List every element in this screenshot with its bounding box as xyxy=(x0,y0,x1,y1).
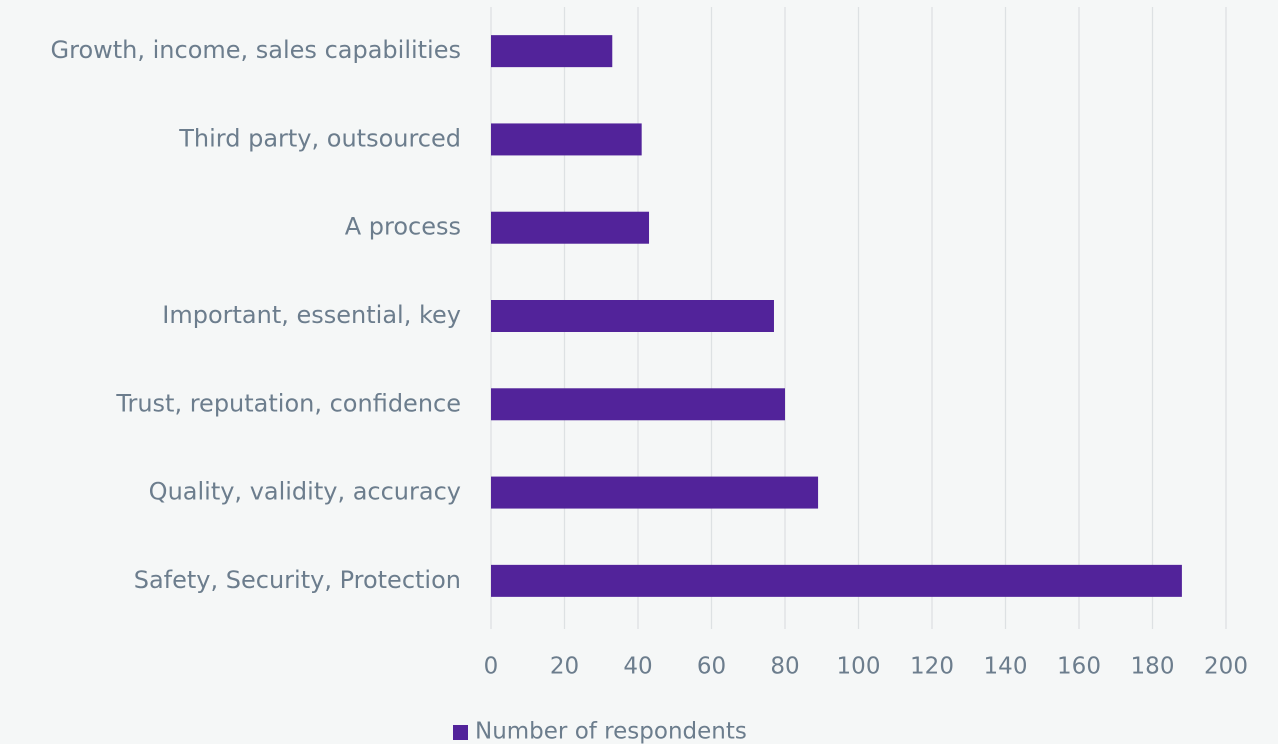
bar xyxy=(491,388,785,421)
bar xyxy=(491,476,819,509)
y-tick-label: Growth, income, sales capabilities xyxy=(51,36,462,64)
legend-label: Number of respondents xyxy=(475,719,747,744)
x-tick-label: 180 xyxy=(1131,654,1175,680)
y-tick-label: Third party, outsourced xyxy=(178,124,461,152)
x-tick-label: 0 xyxy=(484,654,499,680)
x-tick-label: 140 xyxy=(984,654,1028,680)
x-tick-label: 80 xyxy=(770,654,799,680)
bar xyxy=(491,211,650,244)
legend-swatch xyxy=(453,725,468,740)
bar xyxy=(491,35,613,68)
bar xyxy=(491,123,642,156)
x-tick-label: 40 xyxy=(623,654,652,680)
x-tick-label: 160 xyxy=(1057,654,1101,680)
x-tick-label: 200 xyxy=(1204,654,1248,680)
x-tick-label: 100 xyxy=(837,654,881,680)
bar xyxy=(491,564,1182,597)
x-tick-label: 20 xyxy=(550,654,579,680)
y-tick-label: Important, essential, key xyxy=(162,301,461,329)
y-tick-label: A process xyxy=(345,213,461,241)
bar xyxy=(491,300,774,332)
y-tick-label: Safety, Security, Protection xyxy=(134,566,461,594)
y-tick-label: Trust, reputation, confidence xyxy=(115,389,461,417)
y-tick-label: Quality, validity, accuracy xyxy=(149,478,461,506)
x-tick-label: 60 xyxy=(697,654,726,680)
x-tick-label: 120 xyxy=(910,654,954,680)
